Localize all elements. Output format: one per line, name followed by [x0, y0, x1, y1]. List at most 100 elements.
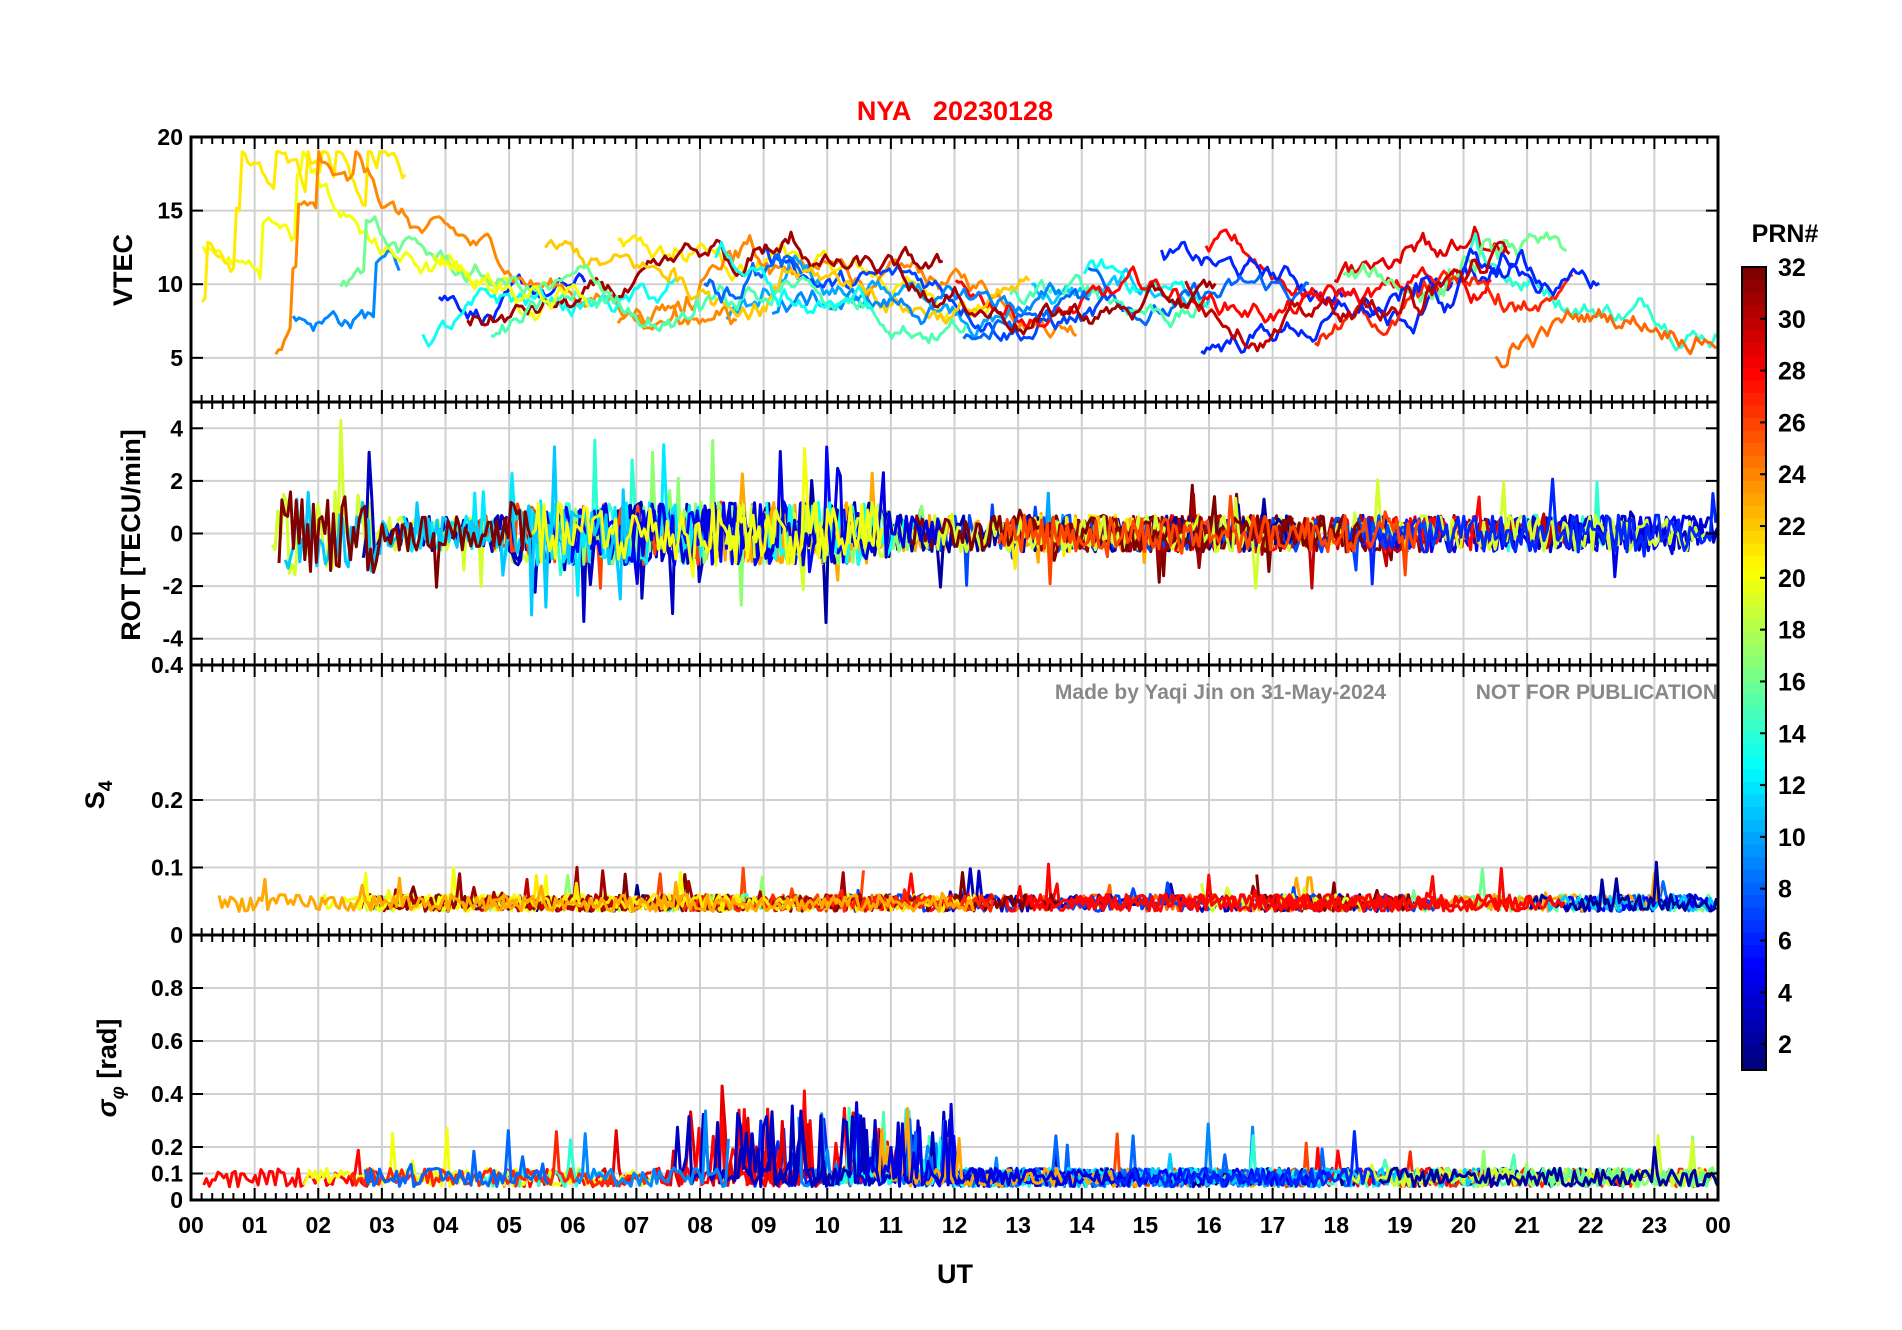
x-tick-label: 00 [1705, 1212, 1731, 1238]
trace-prn [1024, 867, 1566, 913]
y-tick-label: -4 [163, 626, 184, 652]
y-tick-label: 0.6 [151, 1028, 183, 1054]
trace-prn [1184, 240, 1511, 353]
colorbar-segment [1742, 1057, 1766, 1071]
y-axis-label-vtec: VTEC [108, 234, 138, 306]
trace-prn [363, 1129, 550, 1189]
y-axis-label-rot: ROT [TECU/min] [116, 429, 146, 640]
x-tick-label: 08 [687, 1212, 713, 1238]
x-tick-label: 10 [814, 1212, 840, 1238]
grid-vtec [191, 137, 1718, 402]
colorbar-segment [1742, 580, 1766, 594]
colorbar-segment [1742, 517, 1766, 531]
trace-prn [544, 238, 1031, 325]
colorbar-tick-label: 30 [1778, 306, 1806, 334]
trace-prn [703, 252, 803, 304]
trace-prn [714, 240, 874, 315]
y-tick-label: 0 [170, 521, 183, 547]
trace-prn [1333, 225, 1508, 283]
colorbar-segment [1742, 957, 1766, 971]
grid-s4 [191, 665, 1718, 935]
colorbar-tick-label: 20 [1778, 565, 1806, 593]
trace-prn [997, 494, 1421, 586]
y-tick-label: 2 [170, 468, 183, 494]
colorbar-segment [1742, 894, 1766, 908]
trace-prn [761, 243, 1114, 342]
colorbar-tick-label: 14 [1778, 720, 1806, 748]
traces-s4 [217, 860, 1718, 913]
trace-prn [200, 150, 407, 303]
colorbar-segment [1742, 643, 1766, 657]
colorbar-segment [1742, 1044, 1766, 1058]
colorbar-segment [1742, 919, 1766, 933]
trace-prn [765, 500, 915, 567]
trace-prn [903, 495, 1365, 573]
colorbar-tick-label: 24 [1778, 461, 1806, 489]
colorbar-segment [1742, 605, 1766, 619]
trace-prn [1378, 1145, 1718, 1188]
colorbar-segment [1742, 292, 1766, 306]
x-tick-label: 17 [1260, 1212, 1286, 1238]
colorbar-segment [1742, 555, 1766, 569]
colorbar-segment [1742, 994, 1766, 1008]
x-tick-label: 15 [1133, 1212, 1159, 1238]
trace-prn [1468, 232, 1718, 352]
colorbar-segment [1742, 267, 1766, 281]
trace-prn [483, 880, 976, 913]
colorbar-segment [1742, 869, 1766, 883]
watermark-notice: NOT FOR PUBLICATION [1476, 681, 1718, 704]
y-axis-label-sigma: σφ [rad] [92, 1019, 129, 1118]
x-tick-label: 00 [178, 1212, 204, 1238]
y-tick-label: -2 [163, 573, 183, 599]
colorbar-segment [1742, 731, 1766, 745]
colorbar-segment [1742, 367, 1766, 381]
y-ticks-sigma_phi [191, 987, 1718, 1201]
colorbar-segment [1742, 693, 1766, 707]
colorbar-segment [1742, 856, 1766, 870]
trace-prn [348, 1130, 647, 1188]
y-axis-label-sigma-unit: [rad] [92, 1019, 122, 1087]
y-tick-label: 20 [157, 124, 183, 150]
colorbar-segment [1742, 781, 1766, 795]
x-tick-label: 19 [1387, 1212, 1413, 1238]
colorbar-segment [1742, 618, 1766, 632]
y-axis-label-s4-subscript: 4 [96, 780, 117, 791]
y-axis-label-sigma-subscript: φ [108, 1086, 129, 1099]
x-tick-label: 05 [496, 1212, 522, 1238]
colorbar-segment [1742, 455, 1766, 469]
trace-prn [339, 215, 613, 295]
x-tick-label: 23 [1642, 1212, 1668, 1238]
x-tick-label: 12 [942, 1212, 968, 1238]
colorbar-segment [1742, 718, 1766, 732]
colorbar-segment [1742, 379, 1766, 393]
trace-prn [277, 490, 533, 589]
x-tick-label: 21 [1514, 1212, 1540, 1238]
x-tick-label: 20 [1451, 1212, 1477, 1238]
colorbar-tick-label: 4 [1778, 979, 1792, 1007]
colorbar-segment [1742, 743, 1766, 757]
colorbar-segment [1742, 430, 1766, 444]
colorbar-segment [1742, 1019, 1766, 1033]
colorbar-segment [1742, 329, 1766, 343]
x-tick-label: 18 [1323, 1212, 1349, 1238]
x-tick-label: 09 [751, 1212, 777, 1238]
colorbar-tick-label: 2 [1778, 1031, 1792, 1059]
y-tick-label: 0.2 [151, 787, 183, 813]
colorbar-segment [1742, 530, 1766, 544]
colorbar-segment [1742, 630, 1766, 644]
trace-prn [954, 265, 1492, 330]
trace-prn [490, 275, 968, 345]
x-tick-label: 16 [1196, 1212, 1222, 1238]
x-tick-label: 01 [242, 1212, 268, 1238]
x-tick-label: 06 [560, 1212, 586, 1238]
y-tick-label: 0 [170, 922, 183, 948]
traces-sigma_phi [202, 1084, 1718, 1189]
y-tick-label: 0 [170, 1187, 183, 1213]
trace-prn [1112, 1130, 1376, 1189]
colorbar-title: PRN# [1752, 220, 1819, 248]
colorbar-segment [1742, 881, 1766, 895]
y-tick-label: 0.2 [151, 1134, 183, 1160]
colorbar-segment [1742, 568, 1766, 582]
